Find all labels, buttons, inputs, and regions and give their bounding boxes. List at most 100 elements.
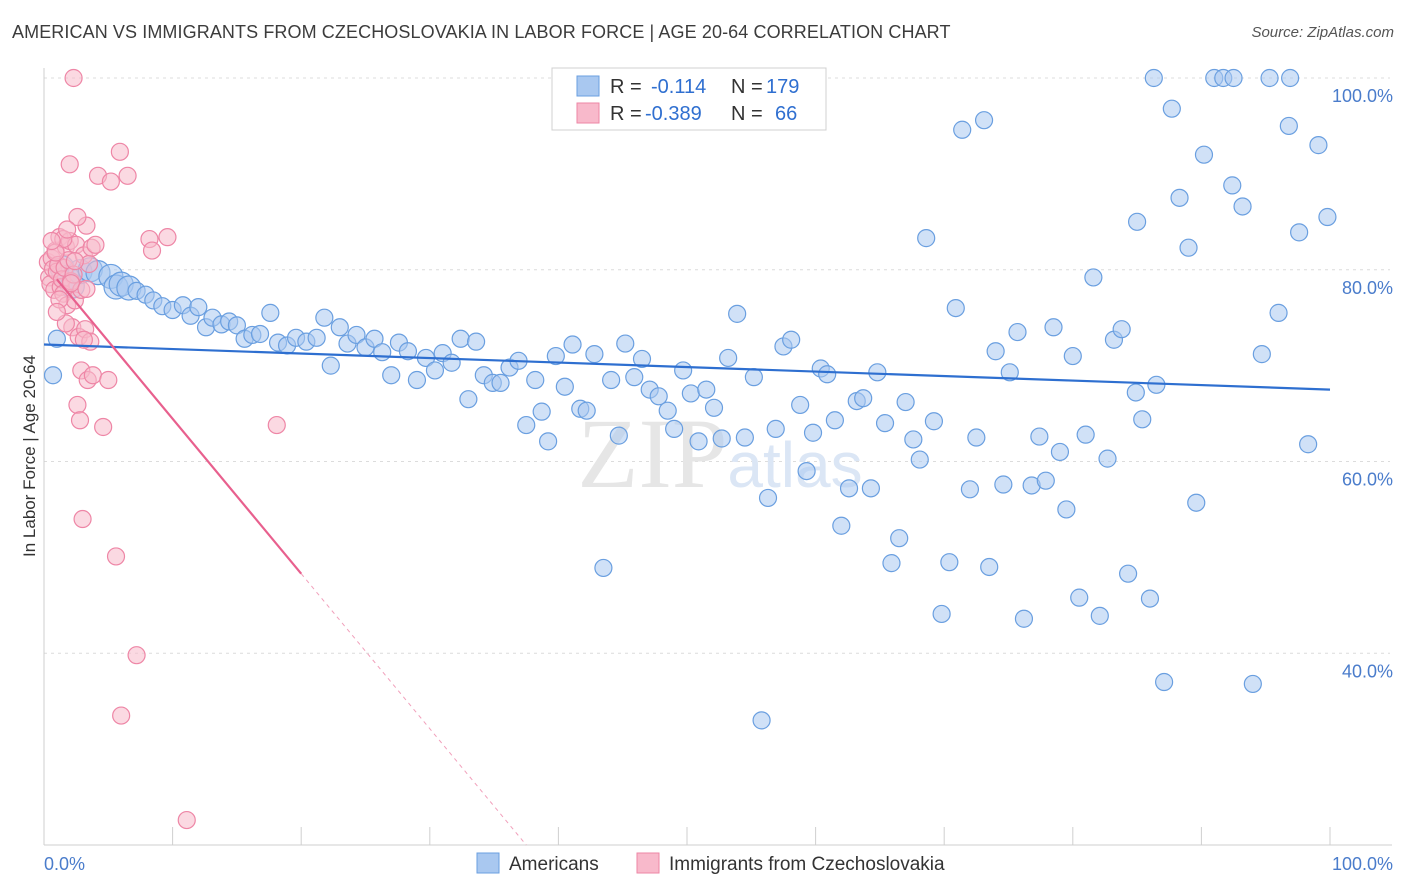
americans-point xyxy=(250,324,270,344)
americans-point xyxy=(1299,435,1318,454)
americans-point xyxy=(1070,588,1089,607)
americans-point xyxy=(1223,176,1242,195)
americans-point xyxy=(890,529,909,548)
americans-point xyxy=(994,475,1013,494)
immigrants-point xyxy=(68,395,87,415)
americans-point xyxy=(451,329,470,348)
immigrants-point xyxy=(47,302,66,322)
americans-point xyxy=(1014,609,1034,628)
americans-point xyxy=(797,461,816,481)
americans-point xyxy=(1281,68,1300,88)
americans-point xyxy=(577,401,596,420)
legend-swatch-immigrants xyxy=(576,102,600,124)
americans-point xyxy=(321,356,340,375)
series-legend-americans: Americans xyxy=(509,854,599,875)
americans-point xyxy=(1118,564,1138,583)
immigrants-points xyxy=(38,68,286,830)
y-axis-label: In Labor Force | Age 20-64 xyxy=(20,355,39,557)
immigrants-point xyxy=(64,68,83,88)
x-tick-label: 0.0% xyxy=(44,854,85,874)
americans-point xyxy=(330,318,349,337)
americans-point xyxy=(1063,346,1082,366)
gridlines xyxy=(44,77,1390,654)
americans-point xyxy=(261,303,280,322)
americans-point xyxy=(953,120,972,139)
americans-point xyxy=(1036,471,1055,490)
americans-point xyxy=(407,370,427,390)
americans-point xyxy=(1269,303,1288,322)
americans-point xyxy=(649,387,668,406)
series-legend-swatch-americans xyxy=(476,852,500,874)
immigrants-point xyxy=(86,235,105,254)
immigrants-point xyxy=(74,330,93,349)
series-legend: Americans Immigrants from Czechoslovakia xyxy=(476,852,945,875)
americans-point xyxy=(728,304,747,323)
americans-point xyxy=(347,325,366,345)
immigrants-point xyxy=(158,228,177,247)
immigrants-point xyxy=(83,366,102,385)
americans-point xyxy=(832,516,851,535)
immigrants-point xyxy=(267,415,286,435)
americans-point xyxy=(625,368,644,387)
trend-lines xyxy=(43,278,1331,846)
immigrants-point xyxy=(127,646,146,665)
x-tick-label: 100.0% xyxy=(1332,854,1393,874)
americans-point xyxy=(1008,322,1027,342)
americans-point xyxy=(1050,442,1070,462)
americans-point xyxy=(791,395,810,415)
americans-point xyxy=(697,380,716,399)
y-tick-label: 80.0% xyxy=(1342,278,1393,298)
americans-point xyxy=(758,488,778,508)
americans-point xyxy=(1170,188,1189,207)
immigrants-point xyxy=(60,155,79,174)
immigrants-trend-extension xyxy=(300,573,527,846)
legend-r-value-1: -0.114 xyxy=(651,76,706,98)
americans-point xyxy=(803,423,823,442)
legend-n-value-2: 66 xyxy=(775,103,797,125)
americans-point xyxy=(1057,500,1076,519)
americans-point xyxy=(946,299,965,318)
americans-point xyxy=(227,316,246,335)
americans-point xyxy=(425,361,445,380)
americans-points xyxy=(43,68,1337,730)
americans-point xyxy=(602,370,621,390)
americans-point xyxy=(839,479,859,498)
americans-point xyxy=(546,346,565,366)
chart-source: Source: ZipAtlas.com xyxy=(1251,24,1394,41)
americans-point xyxy=(910,450,929,469)
americans-point xyxy=(704,398,724,417)
americans-point xyxy=(532,402,551,421)
americans-point xyxy=(712,429,731,448)
immigrants-point xyxy=(73,509,92,529)
americans-point xyxy=(854,389,873,408)
americans-point xyxy=(1243,674,1262,694)
immigrants-point xyxy=(68,207,87,227)
stats-legend: R = -0.114 N = 179 R = -0.389 N = 66 xyxy=(551,67,827,131)
americans-point xyxy=(904,430,923,449)
americans-point xyxy=(861,479,880,498)
americans-point xyxy=(1140,589,1160,608)
americans-point xyxy=(398,342,418,361)
americans-point xyxy=(974,111,994,130)
americans-point xyxy=(782,330,801,349)
y-tick-label: 100.0% xyxy=(1332,86,1393,106)
americans-point xyxy=(1162,99,1181,118)
immigrants-point xyxy=(101,172,120,191)
americans-point xyxy=(924,412,944,431)
immigrants-point xyxy=(142,241,162,260)
legend-r-value-2: -0.389 xyxy=(645,103,702,125)
americans-point xyxy=(1309,136,1328,155)
americans-point xyxy=(896,392,915,412)
americans-point xyxy=(382,366,401,385)
immigrants-point xyxy=(106,547,126,566)
americans-point xyxy=(466,332,486,351)
americans-point xyxy=(1000,363,1019,382)
immigrants-point xyxy=(58,220,77,239)
americans-point xyxy=(1030,427,1049,446)
americans-point xyxy=(882,554,901,573)
immigrants-point xyxy=(65,252,84,271)
americans-point xyxy=(967,428,986,447)
americans-point xyxy=(868,363,887,382)
americans-point xyxy=(539,432,558,451)
